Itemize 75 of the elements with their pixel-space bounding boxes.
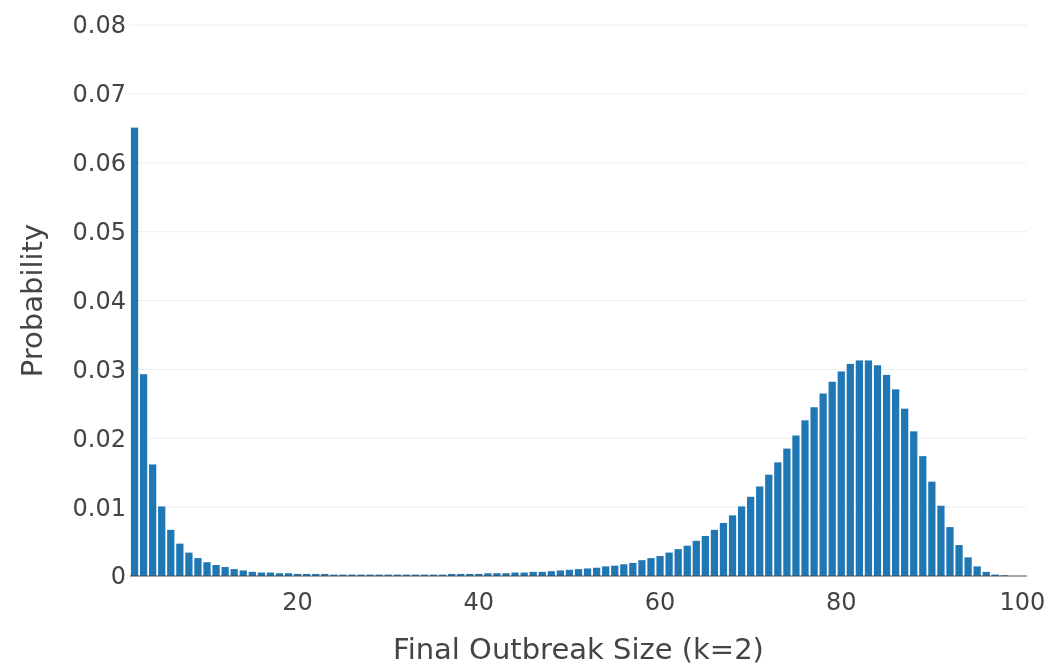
bar	[828, 381, 836, 576]
bar	[602, 566, 610, 576]
x-axis-title: Final Outbreak Size (k=2)	[393, 632, 764, 666]
bar	[701, 536, 709, 576]
bar	[719, 522, 728, 576]
bar	[774, 462, 782, 576]
bar	[321, 573, 329, 576]
bar	[928, 481, 936, 576]
y-axis-title: Probability	[15, 223, 49, 378]
bar	[882, 374, 891, 576]
bar	[239, 570, 247, 576]
bar	[149, 464, 157, 576]
bar	[910, 431, 918, 576]
y-tick-label: 0.04	[72, 286, 126, 315]
bar	[303, 573, 311, 576]
bar	[275, 573, 284, 576]
bar	[583, 568, 592, 576]
bar	[457, 573, 465, 576]
bar	[529, 571, 537, 576]
bar	[873, 365, 882, 576]
bar	[837, 371, 845, 576]
bar	[158, 506, 166, 576]
bar	[692, 540, 700, 576]
bar	[982, 571, 990, 576]
bar	[221, 567, 229, 576]
bar	[846, 363, 854, 576]
bar	[765, 474, 773, 576]
bar	[611, 565, 619, 576]
bar	[710, 529, 719, 576]
bar	[294, 573, 302, 576]
y-tick-label: 0.02	[72, 424, 126, 453]
bar	[466, 573, 474, 576]
bar	[574, 569, 583, 576]
bar	[756, 486, 764, 576]
bar	[475, 573, 483, 576]
y-tick-label: 0.07	[72, 80, 126, 109]
bar	[855, 360, 863, 576]
bar	[448, 573, 456, 576]
bar	[248, 571, 256, 576]
bar	[593, 567, 601, 576]
bar	[892, 389, 900, 576]
x-tick-label: 80	[825, 588, 857, 616]
y-tick-label: 0.01	[72, 493, 126, 522]
bar	[674, 549, 682, 576]
bar	[973, 566, 981, 576]
bar	[284, 573, 293, 576]
x-tick-label: 40	[463, 588, 495, 616]
bar	[312, 573, 320, 576]
x-tick-label: 20	[282, 588, 313, 616]
bar	[629, 562, 637, 576]
y-tick-label: 0.06	[72, 149, 126, 178]
bar	[728, 515, 737, 576]
bar	[747, 496, 755, 576]
bar	[547, 571, 555, 576]
bar	[167, 529, 175, 576]
y-tick-label: 0	[110, 562, 126, 591]
bar	[864, 360, 873, 576]
bar	[556, 570, 564, 576]
bar	[565, 569, 574, 576]
bar	[737, 506, 746, 576]
bar	[139, 374, 148, 576]
bar	[230, 569, 238, 576]
y-tick-label: 0.05	[72, 218, 126, 247]
bar	[130, 127, 139, 576]
y-tick-label: 0.03	[72, 355, 126, 384]
bar	[620, 564, 628, 576]
y-tick-label: 0.08	[72, 11, 126, 40]
x-tick-label: 100	[999, 588, 1046, 616]
bar	[901, 408, 909, 576]
bar	[683, 545, 691, 576]
x-tick-label: 60	[644, 588, 676, 616]
bar	[919, 456, 927, 576]
bar	[176, 543, 184, 576]
bar	[538, 571, 546, 576]
bar	[819, 393, 827, 576]
